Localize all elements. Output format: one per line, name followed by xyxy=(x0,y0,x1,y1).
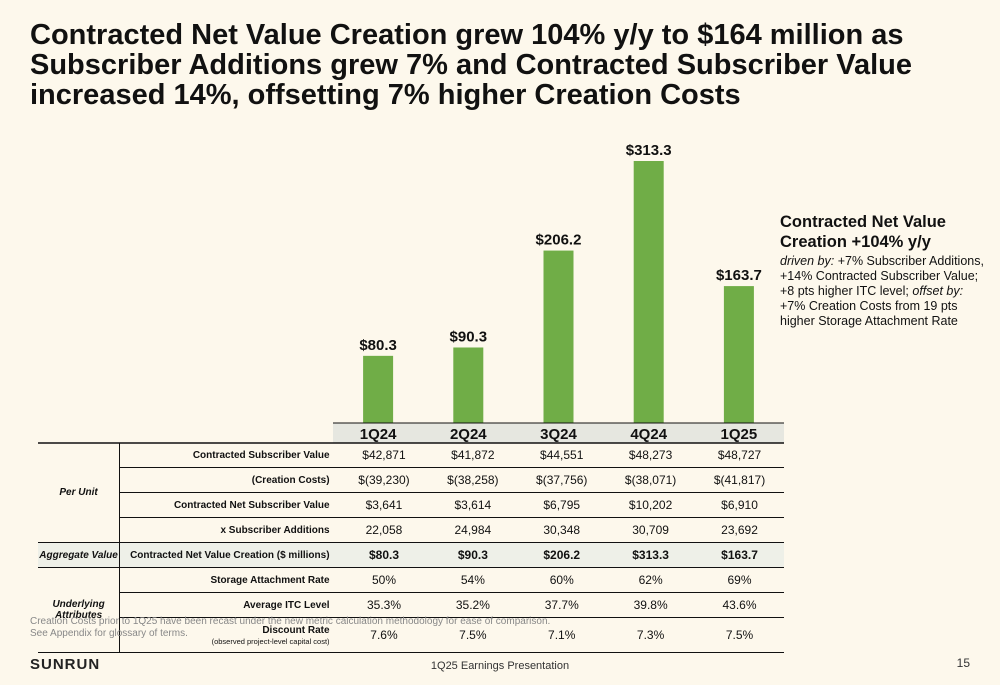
table-cell: 35.2% xyxy=(428,592,518,618)
bar-value-label: $80.3 xyxy=(359,337,397,354)
row-label: Discount Rate (observed project-level ca… xyxy=(119,617,340,653)
table-row: Underlying Attributes Storage Attachment… xyxy=(38,567,784,653)
table-cell: 7.6% xyxy=(339,617,429,653)
table-row: Contracted Net Subscriber Value $3,641 $… xyxy=(38,492,784,518)
table-cell: $3,614 xyxy=(428,492,518,518)
bar-2Q24 xyxy=(453,347,484,423)
table-cell: $6,910 xyxy=(695,492,784,518)
table-cell: 54% xyxy=(428,567,518,593)
row-label: x Subscriber Additions xyxy=(119,517,340,543)
category-labels: 1Q24 2Q24 3Q24 4Q24 1Q25 xyxy=(360,426,758,443)
page-title: Contracted Net Value Creation grew 104% … xyxy=(30,19,913,111)
row-label-sub: (observed project-level capital cost) xyxy=(211,636,330,646)
table-cell: 43.6% xyxy=(695,592,784,618)
callout-offsets: +7% Creation Costs from 19 pts higher St… xyxy=(780,299,958,328)
row-label: (Creation Costs) xyxy=(119,467,340,493)
category-label: 2Q24 xyxy=(450,426,487,443)
bar-value-label: $163.7 xyxy=(716,267,762,284)
table-cell: $(39,230) xyxy=(339,467,429,493)
bar-group: $80.3 $90.3 $206.2 $313.3 $163.7 xyxy=(359,142,762,423)
table-cell: 35.3% xyxy=(339,592,429,618)
table-cell: $313.3 xyxy=(606,542,696,568)
row-label: Storage Attachment Rate xyxy=(119,567,340,593)
table-row: Average ITC Level 35.3% 35.2% 37.7% 39.8… xyxy=(38,592,784,618)
table-cell: $44,551 xyxy=(517,443,607,468)
table-cell: $163.7 xyxy=(695,542,784,568)
bar-value-label: $313.3 xyxy=(626,142,672,159)
table-row: x Subscriber Additions 22,058 24,984 30,… xyxy=(38,517,784,543)
table-row-aggregate: Aggregate Value Contracted Net Value Cre… xyxy=(38,542,784,568)
table-cell: $(38,071) xyxy=(606,467,696,493)
row-label: Contracted Net Value Creation ($ million… xyxy=(119,542,340,568)
table-cell: 37.7% xyxy=(517,592,607,618)
table-cell: $(38,258) xyxy=(428,467,518,493)
category-label: 3Q24 xyxy=(540,426,577,443)
table-cell: 50% xyxy=(339,567,429,593)
row-label: Contracted Net Subscriber Value xyxy=(119,492,340,518)
row-label: Average ITC Level xyxy=(119,592,340,618)
row-label-main: Discount Rate xyxy=(262,624,330,636)
table-cell: 69% xyxy=(695,567,784,593)
table-cell: $42,871 xyxy=(339,443,429,468)
footnote-line: Creation Costs prior to 1Q25 have been r… xyxy=(30,616,551,627)
table-cell: 62% xyxy=(606,567,696,593)
group-underlying: Underlying Attributes xyxy=(38,567,121,653)
table-cell: $41,872 xyxy=(428,443,518,468)
table-cell: $6,795 xyxy=(517,492,607,518)
row-label: Contracted Subscriber Value xyxy=(119,443,340,468)
callout-body: driven by: +7% Subscriber Additions, +14… xyxy=(780,254,985,329)
table-cell: $(37,756) xyxy=(517,467,607,493)
table-cell: $48,273 xyxy=(606,443,696,468)
table-cell: 7.3% xyxy=(606,617,696,653)
table-cell: 7.5% xyxy=(695,617,784,653)
bar-value-label: $90.3 xyxy=(450,328,488,345)
table-cell: $3,641 xyxy=(339,492,429,518)
table-cell: 7.5% xyxy=(428,617,518,653)
table-cell: 24,984 xyxy=(428,517,518,543)
group-aggregate: Aggregate Value xyxy=(38,542,121,568)
callout-drivers: +7% Subscriber Additions, +14% Contracte… xyxy=(780,254,984,298)
footnote-line: See Appendix for glossary of terms. xyxy=(30,628,188,639)
table-cell: 7.1% xyxy=(517,617,607,653)
table-cell: $206.2 xyxy=(517,542,607,568)
bar-3Q24 xyxy=(543,250,574,423)
callout-driven-by: driven by: xyxy=(780,254,835,268)
sunrun-logo: SUNRUN xyxy=(30,656,101,673)
bar-value-label: $206.2 xyxy=(536,232,582,249)
category-axis-band xyxy=(333,423,784,443)
bar-1Q25 xyxy=(723,286,754,423)
table-cell: $10,202 xyxy=(606,492,696,518)
table-row: Per Unit Contracted Subscriber Value $42… xyxy=(38,443,784,543)
table-cell: $90.3 xyxy=(428,542,518,568)
footnote: Creation Costs prior to 1Q25 have been r… xyxy=(30,616,550,640)
table-row: (Creation Costs) $(39,230) $(38,258) $(3… xyxy=(38,467,784,493)
table-cell: $80.3 xyxy=(339,542,429,568)
table-row: Discount Rate (observed project-level ca… xyxy=(38,617,784,653)
category-label: 1Q25 xyxy=(721,426,758,443)
table-cell: 30,348 xyxy=(517,517,607,543)
table-cell: 39.8% xyxy=(606,592,696,618)
table-cell: $48,727 xyxy=(695,443,784,468)
callout-offset-by: offset by: xyxy=(912,284,964,298)
table-cell: 22,058 xyxy=(339,517,429,543)
category-label: 1Q24 xyxy=(360,426,397,443)
callout-heading: Contracted Net Value Creation +104% y/y xyxy=(780,213,946,251)
callout: Contracted Net Value Creation +104% y/y … xyxy=(780,212,985,329)
bar-4Q24 xyxy=(633,161,664,423)
footer-presentation: 1Q25 Earnings Presentation xyxy=(430,660,570,672)
table-cell: $(41,817) xyxy=(695,467,784,493)
group-per-unit: Per Unit xyxy=(38,443,121,543)
table-cell: 60% xyxy=(517,567,607,593)
table-cell: 23,692 xyxy=(695,517,784,543)
metrics-table: Per Unit Contracted Subscriber Value $42… xyxy=(38,443,784,653)
category-label: 4Q24 xyxy=(630,426,667,443)
bar-1Q24 xyxy=(363,355,394,423)
page-number: 15 xyxy=(956,656,970,670)
table-cell: 30,709 xyxy=(606,517,696,543)
